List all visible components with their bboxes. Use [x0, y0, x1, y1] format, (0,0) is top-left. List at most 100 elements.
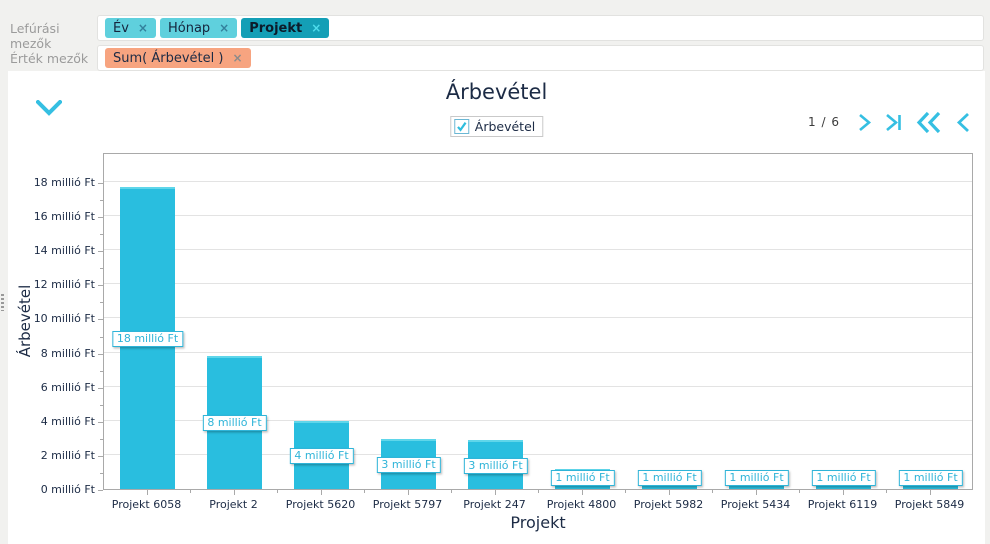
y-axis-tick [100, 438, 103, 440]
y-axis-tick [100, 234, 103, 236]
y-tick-label: 2 millió Ft [40, 448, 95, 462]
x-axis-minor-tick [190, 490, 191, 493]
y-tick-label: 8 millió Ft [40, 346, 95, 360]
y-tick-label: 14 millió Ft [33, 244, 95, 258]
x-axis-tick [755, 490, 757, 495]
x-axis-minor-tick [712, 490, 713, 493]
x-axis-tick [233, 490, 235, 495]
x-axis-minor-tick [451, 490, 452, 493]
bar-value-label: 4 millió Ft [289, 447, 354, 464]
x-tick-label[interactable]: Projekt 5982 [633, 498, 704, 511]
y-axis-tick [98, 490, 103, 491]
x-tick-label[interactable]: Projekt 4800 [546, 498, 617, 511]
gridline [104, 283, 972, 285]
bar-value-label: 1 millió Ft [724, 470, 789, 486]
remove-icon[interactable]: × [232, 51, 243, 65]
value-fields-label: Érték mezők [10, 51, 89, 66]
bar-value-label: 3 millió Ft [376, 456, 441, 473]
gridline [104, 419, 972, 421]
gridline [104, 351, 972, 353]
x-axis-minor-tick [364, 490, 365, 493]
gridline [104, 317, 972, 319]
field-chip-honap[interactable]: Hónap × [159, 18, 238, 38]
remove-icon[interactable]: × [137, 21, 148, 35]
x-axis-tick [581, 490, 583, 495]
page-indicator: 1 / 6 [808, 115, 840, 129]
field-chip-label: Hónap [167, 20, 211, 36]
gridline [104, 453, 972, 455]
bar-value-label: 18 millió Ft [111, 331, 184, 348]
y-axis-tick [98, 217, 103, 219]
x-axis-tick [842, 490, 844, 495]
field-chip-label: Projekt [249, 20, 303, 36]
last-page-icon[interactable] [885, 113, 903, 132]
x-tick-label[interactable]: Projekt 247 [463, 498, 526, 511]
y-axis-tick [98, 421, 103, 423]
y-axis-tick [98, 285, 103, 287]
y-axis-tick [100, 268, 103, 270]
bar-value-label: 1 millió Ft [811, 470, 876, 486]
y-tick-label: 4 millió Ft [40, 414, 95, 428]
x-axis-tick [320, 490, 322, 495]
y-axis-tick [100, 302, 103, 304]
x-axis-tick [668, 490, 670, 495]
y-axis-tick [100, 472, 103, 474]
y-tick-label: 10 millió Ft [33, 312, 95, 326]
bar-value-label: 3 millió Ft [463, 457, 528, 474]
splitter-handle[interactable] [1, 294, 4, 311]
bar-value-label: 8 millió Ft [202, 415, 267, 432]
first-page-icon[interactable] [916, 111, 942, 134]
x-axis-tick [146, 490, 148, 495]
previous-page-icon[interactable] [955, 112, 971, 133]
next-page-icon[interactable] [857, 113, 872, 132]
y-tick-label: 6 millió Ft [40, 380, 95, 394]
field-chip-projekt[interactable]: Projekt × [241, 18, 330, 38]
legend-checkbox[interactable] [453, 119, 469, 134]
x-tick-label[interactable]: Projekt 6119 [807, 498, 878, 511]
plot-area: 18 millió Ft 8 millió Ft 4 millió Ft 3 mill… [103, 153, 973, 490]
x-tick-label[interactable]: Projekt 5620 [285, 498, 356, 511]
x-tick-label[interactable]: Projekt 5849 [894, 498, 965, 511]
field-chip-label: Év [113, 20, 129, 36]
drill-fields-container: Év × Hónap × Projekt × [97, 15, 984, 41]
y-axis-tick [98, 353, 103, 355]
y-axis-tick [98, 251, 103, 253]
x-axis-tick [929, 490, 931, 495]
y-axis-tick [98, 319, 103, 321]
legend-label: Árbevétel [474, 119, 536, 134]
y-axis-tick [100, 404, 103, 406]
remove-icon[interactable]: × [311, 21, 322, 35]
chevron-down-icon[interactable] [35, 99, 63, 121]
y-tick-label: 16 millió Ft [33, 210, 95, 224]
y-axis-tick [100, 370, 103, 372]
value-fields-container: Sum( Árbevétel ) × [97, 45, 984, 71]
x-axis-minor-tick [625, 490, 626, 493]
x-axis-title: Projekt [510, 513, 566, 532]
gridline [104, 249, 972, 251]
y-axis-tick [98, 387, 103, 389]
bar-value-label: 1 millió Ft [898, 470, 963, 486]
x-tick-label[interactable]: Projekt 5797 [372, 498, 443, 511]
field-chip-label: Sum( Árbevétel ) [113, 50, 224, 66]
x-axis-minor-tick [886, 490, 887, 493]
bar-value-label: 1 millió Ft [637, 470, 702, 486]
field-chip-sum-arbevetel[interactable]: Sum( Árbevétel ) × [105, 48, 251, 68]
legend-item-arbevetel[interactable]: Árbevétel [449, 116, 544, 137]
chart-card: Árbevétel 1 / 6 Árbevétel Árbevétel Proj… [8, 71, 985, 544]
pager: 1 / 6 [808, 107, 971, 137]
gridline [104, 215, 972, 217]
chart-title: Árbevétel [445, 80, 548, 104]
field-chip-ev[interactable]: Év × [105, 18, 156, 38]
x-tick-label[interactable]: Projekt 6058 [111, 498, 182, 511]
bar-value-label: 1 millió Ft [550, 470, 615, 486]
y-tick-label: 18 millió Ft [33, 176, 95, 189]
y-tick-label: 12 millió Ft [33, 278, 95, 292]
y-axis-tick [98, 183, 103, 184]
x-tick-label[interactable]: Projekt 5434 [720, 498, 791, 511]
x-tick-label[interactable]: Projekt 2 [209, 498, 258, 511]
y-axis-tick [100, 200, 103, 202]
x-axis-tick [407, 490, 409, 495]
remove-icon[interactable]: × [219, 21, 230, 35]
x-axis-minor-tick [538, 490, 539, 493]
drill-fields-label: Lefúrási mezők [10, 21, 60, 51]
